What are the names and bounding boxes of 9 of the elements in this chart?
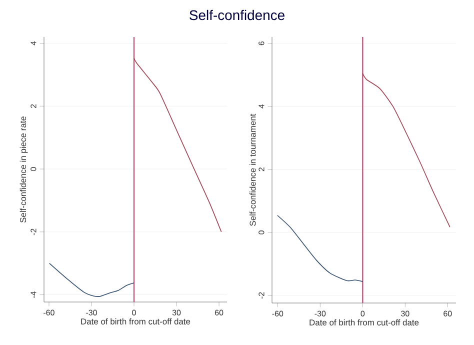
- line-series: [362, 73, 450, 228]
- y-axis-title: Self-confidence in tournament: [250, 114, 256, 226]
- line-series: [134, 58, 222, 232]
- y-axis-title: Self-confidence in piece rate: [20, 116, 28, 223]
- line-series: [276, 214, 364, 282]
- x-axis-title: Date of birth from cut-off date: [310, 319, 419, 326]
- line-series: [48, 262, 134, 297]
- x-axis-title: Date of birth from cut-off date: [81, 318, 190, 324]
- chart-title: Self-confidence: [190, 10, 284, 20]
